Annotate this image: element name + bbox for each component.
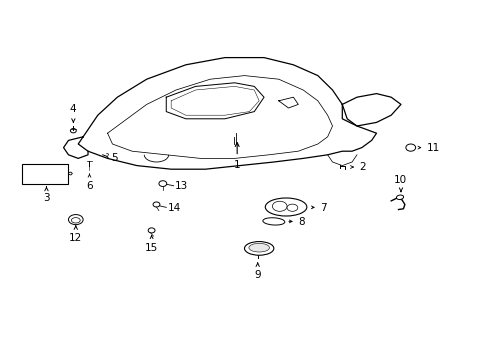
Ellipse shape xyxy=(248,243,269,252)
Text: 8: 8 xyxy=(298,217,305,227)
Ellipse shape xyxy=(68,215,83,225)
Ellipse shape xyxy=(244,242,273,255)
Text: 7: 7 xyxy=(320,203,326,213)
Text: 10: 10 xyxy=(393,175,406,185)
Text: 9: 9 xyxy=(254,270,261,280)
Text: 12: 12 xyxy=(69,233,82,243)
Text: 11: 11 xyxy=(426,143,439,153)
Ellipse shape xyxy=(71,217,80,223)
Ellipse shape xyxy=(286,204,297,211)
Text: 14: 14 xyxy=(168,203,181,213)
Text: 2: 2 xyxy=(359,162,366,172)
Ellipse shape xyxy=(396,195,403,199)
Ellipse shape xyxy=(264,198,306,216)
Ellipse shape xyxy=(272,201,286,211)
Text: 1: 1 xyxy=(233,160,240,170)
Ellipse shape xyxy=(263,218,284,225)
Text: 5: 5 xyxy=(111,153,118,163)
Text: 6: 6 xyxy=(86,181,93,191)
Text: 3: 3 xyxy=(43,193,50,203)
Text: 13: 13 xyxy=(175,181,188,192)
Text: 15: 15 xyxy=(144,243,158,253)
Text: 4: 4 xyxy=(69,104,76,114)
FancyBboxPatch shape xyxy=(22,164,68,184)
